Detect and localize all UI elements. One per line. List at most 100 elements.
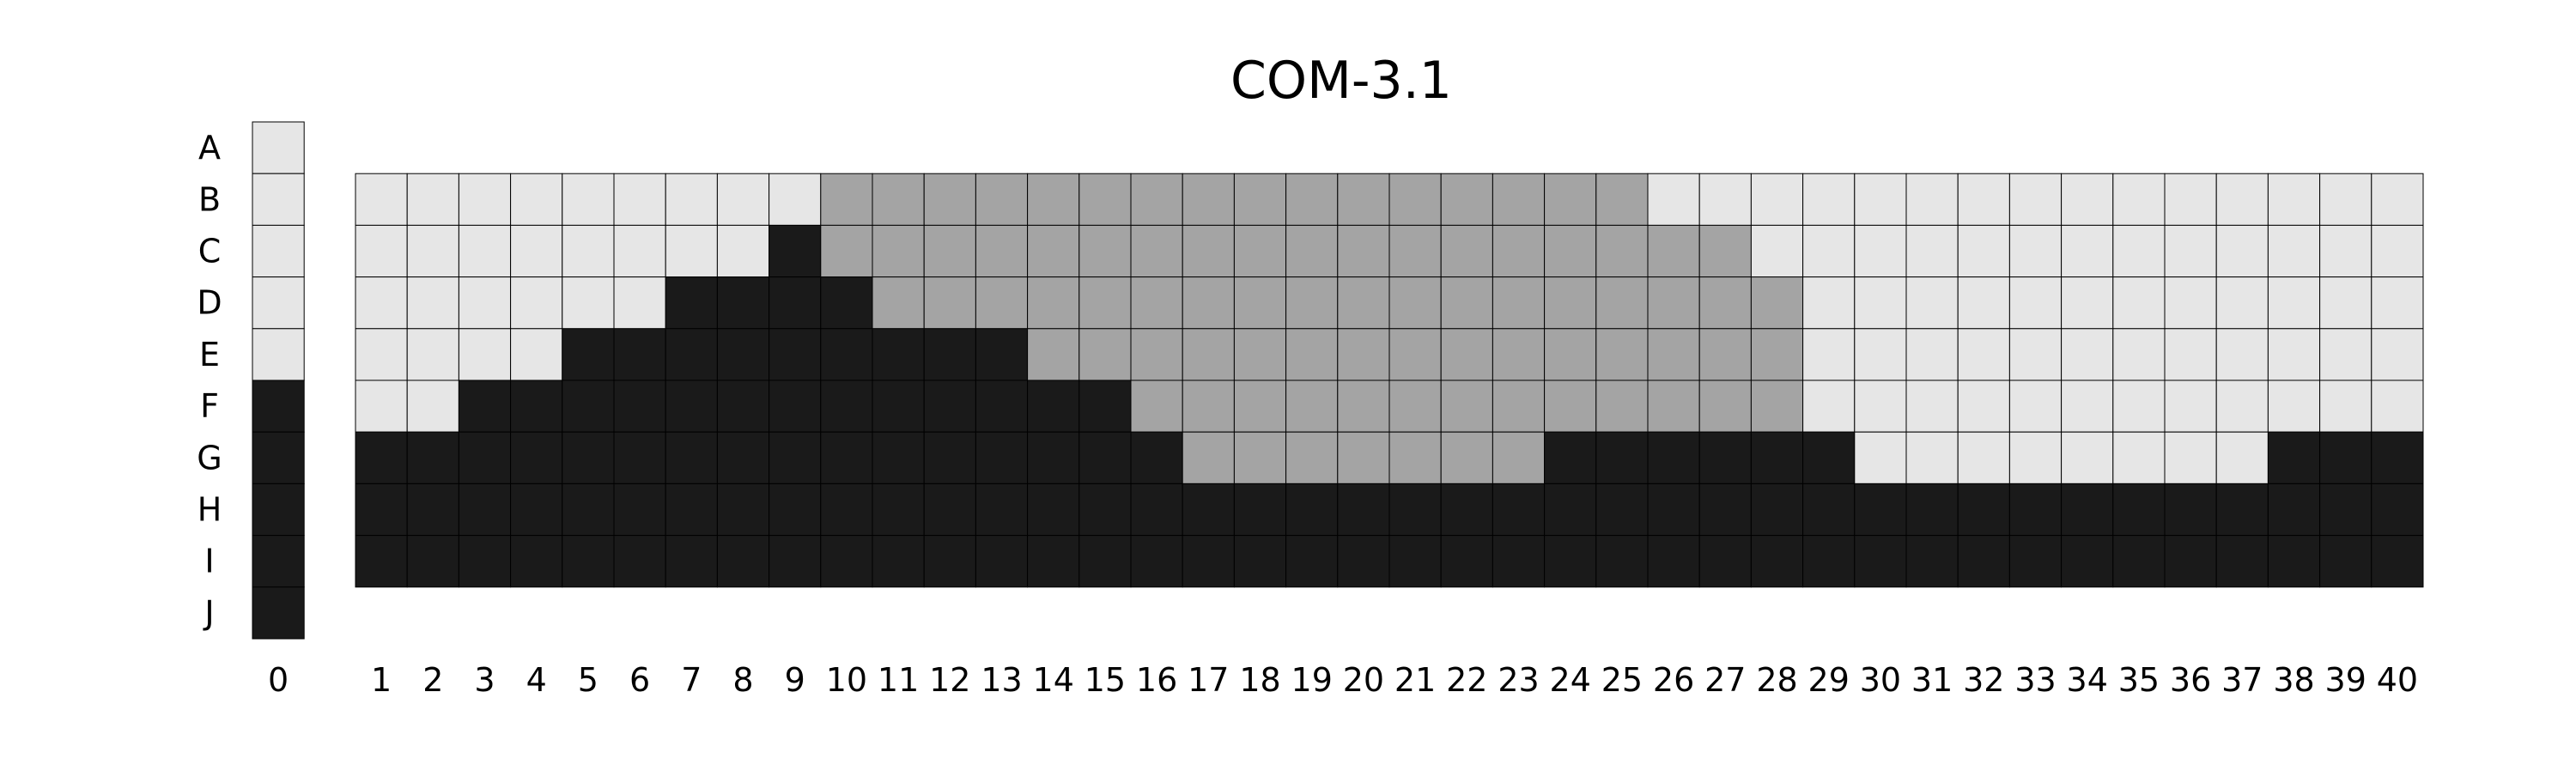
cell-I-24 xyxy=(1544,535,1597,588)
cell-C-5 xyxy=(562,224,615,278)
cell-G-21 xyxy=(1388,431,1442,484)
cell-B-32 xyxy=(1957,173,2010,226)
cell-D-21 xyxy=(1388,276,1442,330)
cell-E-38 xyxy=(2267,328,2321,381)
cell-C-10 xyxy=(820,224,873,278)
cell-C-13 xyxy=(975,224,1029,278)
cell-I-7 xyxy=(665,535,718,588)
cell-D-13 xyxy=(975,276,1029,330)
cell-H-3 xyxy=(458,483,512,537)
col-label-3: 3 xyxy=(474,661,495,699)
cell-B-37 xyxy=(2215,173,2269,226)
cell-B-26 xyxy=(1647,173,1700,226)
cell-H-19 xyxy=(1285,483,1339,537)
cell-H-10 xyxy=(820,483,873,537)
cell-B-30 xyxy=(1854,173,1907,226)
cell-I-16 xyxy=(1130,535,1183,588)
cell-B-40 xyxy=(2371,173,2424,226)
cell-D-23 xyxy=(1492,276,1546,330)
cell-G-22 xyxy=(1440,431,1493,484)
cell-F-8 xyxy=(716,379,770,433)
cell-B-17 xyxy=(1182,173,1235,226)
col-label-22: 22 xyxy=(1446,661,1487,699)
col-label-34: 34 xyxy=(2067,661,2108,699)
cell-G-29 xyxy=(1802,431,1856,484)
cell-I-38 xyxy=(2267,535,2321,588)
cell-B-9 xyxy=(769,173,822,226)
cell-H-8 xyxy=(716,483,770,537)
cell-G-6 xyxy=(613,431,666,484)
cell-G-9 xyxy=(769,431,822,484)
cell-E-24 xyxy=(1544,328,1597,381)
cell-F-4 xyxy=(510,379,563,433)
cell-G-30 xyxy=(1854,431,1907,484)
cell-D-17 xyxy=(1182,276,1235,330)
cell-D-8 xyxy=(716,276,770,330)
cell-E-31 xyxy=(1905,328,1959,381)
cell-B-7 xyxy=(665,173,718,226)
key-column xyxy=(252,121,305,640)
cell-C-30 xyxy=(1854,224,1907,278)
cell-H-39 xyxy=(2319,483,2372,537)
cell-E-33 xyxy=(2008,328,2063,381)
cell-F-5 xyxy=(562,379,615,433)
cell-B-27 xyxy=(1698,173,1752,226)
cell-C-26 xyxy=(1647,224,1700,278)
col-label-15: 15 xyxy=(1084,661,1126,699)
cell-E-6 xyxy=(613,328,666,381)
main-grid xyxy=(355,173,2424,588)
col-label-1: 1 xyxy=(371,661,392,699)
cell-H-35 xyxy=(2112,483,2166,537)
cell-G-5 xyxy=(562,431,615,484)
cell-E-17 xyxy=(1182,328,1235,381)
cell-E-25 xyxy=(1595,328,1649,381)
cell-I-14 xyxy=(1027,535,1080,588)
row-label-I: I xyxy=(204,543,214,580)
cell-C-29 xyxy=(1802,224,1856,278)
cell-D-16 xyxy=(1130,276,1183,330)
row-label-B: B xyxy=(198,180,221,218)
cell-H-6 xyxy=(613,483,666,537)
cell-E-4 xyxy=(510,328,563,381)
cell-H-33 xyxy=(2008,483,2063,537)
cell-C-25 xyxy=(1595,224,1649,278)
cell-F-16 xyxy=(1130,379,1183,433)
cell-H-29 xyxy=(1802,483,1856,537)
cell-B-19 xyxy=(1285,173,1339,226)
cell-G-3 xyxy=(458,431,512,484)
cell-H-32 xyxy=(1957,483,2010,537)
cell-E-14 xyxy=(1027,328,1080,381)
cell-H-7 xyxy=(665,483,718,537)
cell-H-4 xyxy=(510,483,563,537)
cell-B-8 xyxy=(716,173,770,226)
cell-C-2 xyxy=(406,224,459,278)
cell-F-23 xyxy=(1492,379,1546,433)
cell-H-25 xyxy=(1595,483,1649,537)
cell-D-33 xyxy=(2008,276,2063,330)
cell-C-36 xyxy=(2164,224,2217,278)
cell-H-9 xyxy=(769,483,822,537)
cell-D-24 xyxy=(1544,276,1597,330)
cell-E-2 xyxy=(406,328,459,381)
cell-C-28 xyxy=(1750,224,1804,278)
cell-E-36 xyxy=(2164,328,2217,381)
cell-F-14 xyxy=(1027,379,1080,433)
cell-D-9 xyxy=(769,276,822,330)
cell-I-5 xyxy=(562,535,615,588)
key-cell-D xyxy=(252,276,305,330)
cell-F-11 xyxy=(872,379,925,433)
cell-F-19 xyxy=(1285,379,1339,433)
cell-I-22 xyxy=(1440,535,1493,588)
col-label-26: 26 xyxy=(1653,661,1694,699)
cell-C-1 xyxy=(355,224,408,278)
cell-H-5 xyxy=(562,483,615,537)
cell-F-32 xyxy=(1957,379,2010,433)
cell-E-13 xyxy=(975,328,1029,381)
cell-G-34 xyxy=(2061,431,2114,484)
key-cell-G xyxy=(252,431,305,484)
col-label-32: 32 xyxy=(1963,661,2004,699)
col-label-40: 40 xyxy=(2377,661,2418,699)
col-label-21: 21 xyxy=(1394,661,1436,699)
cell-I-8 xyxy=(716,535,770,588)
cell-E-11 xyxy=(872,328,925,381)
